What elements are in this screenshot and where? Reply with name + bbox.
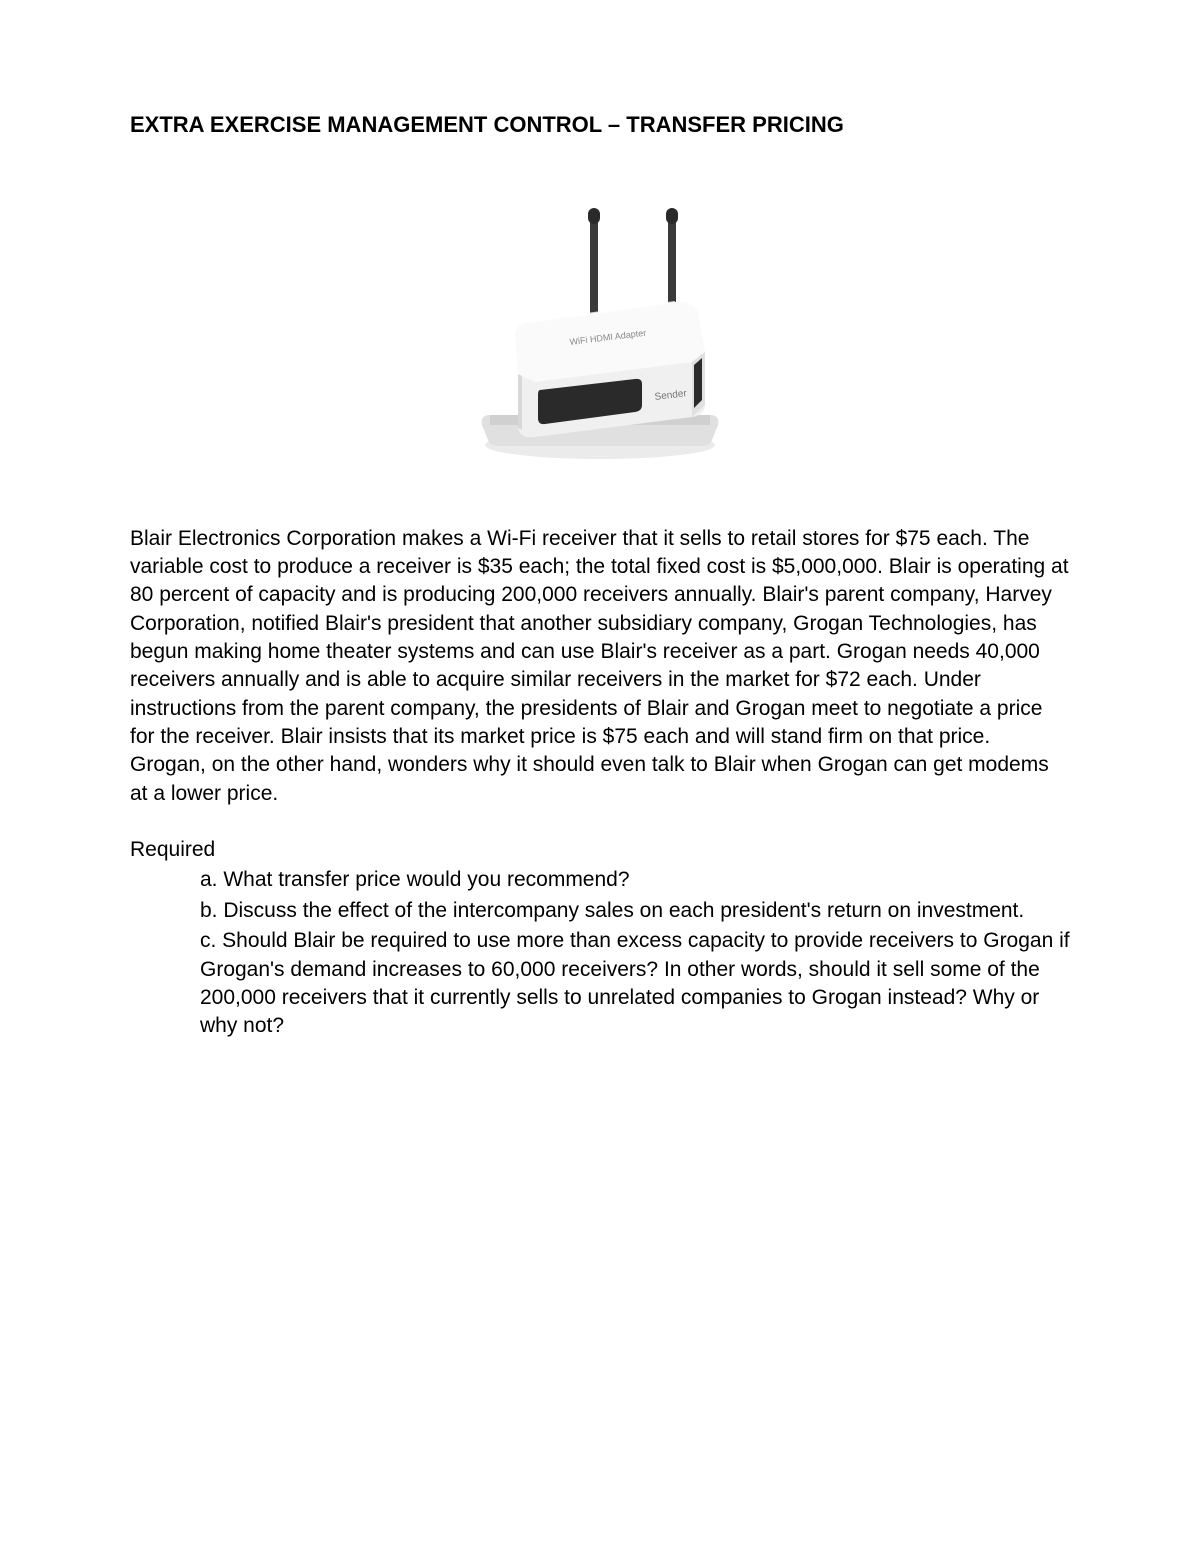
- questions-list: a. What transfer price would you recomme…: [130, 866, 1070, 1040]
- wifi-receiver-image: WiFi HDMI Adapter Sender: [440, 190, 760, 470]
- page-title: EXTRA EXERCISE MANAGEMENT CONTROL – TRAN…: [130, 110, 1070, 140]
- question-c: c. Should Blair be required to use more …: [200, 927, 1070, 1040]
- question-b: b. Discuss the effect of the intercompan…: [200, 897, 1070, 925]
- device-image-container: WiFi HDMI Adapter Sender: [130, 190, 1070, 470]
- question-a: a. What transfer price would you recomme…: [200, 866, 1070, 894]
- problem-description: Blair Electronics Corporation makes a Wi…: [130, 525, 1070, 808]
- required-section-label: Required: [130, 836, 1070, 864]
